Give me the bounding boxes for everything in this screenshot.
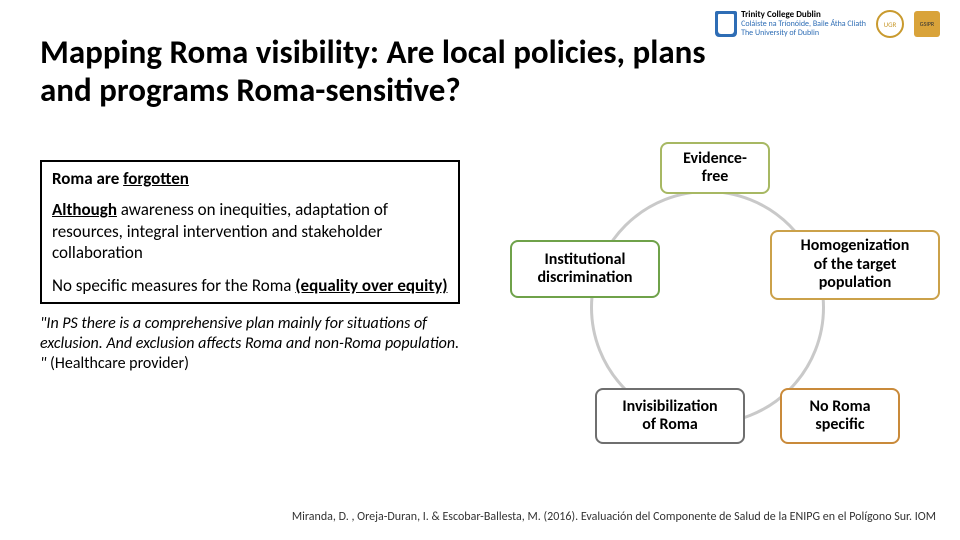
title-line1: Mapping Roma visibility: Are local polic… — [40, 34, 840, 72]
equity-line: No specific measures for the Roma (equal… — [52, 275, 448, 296]
findings-box: Roma are forgotten Although awareness on… — [40, 160, 460, 304]
forgotten-prefix: Roma are — [52, 168, 123, 189]
node-homogenization: Homogenization of the target population — [770, 230, 940, 300]
node-evidence-free: Evidence- free — [660, 142, 770, 194]
equity-phrase: (equality over equity) — [295, 275, 447, 296]
logo-granada-seal-icon: UGR — [876, 10, 904, 38]
quote-attribution: (Healthcare provider) — [50, 354, 189, 373]
although-word: Although — [52, 199, 117, 220]
node-no-roma-specific: No Roma specific — [780, 388, 900, 444]
left-column: Roma are forgotten Although awareness on… — [40, 160, 460, 374]
citation-footer: Miranda, D. , Oreja-Duran, I. & Escobar-… — [292, 510, 936, 524]
cycle-diagram: Evidence- freeInstitutional discriminati… — [480, 130, 940, 490]
although-paragraph: Although awareness on inequities, adapta… — [52, 199, 448, 263]
equity-prefix: No specific measures for the Roma — [52, 275, 295, 296]
forgotten-line: Roma are forgotten — [52, 168, 448, 189]
slide-title: Mapping Roma visibility: Are local polic… — [40, 34, 840, 110]
quote-block: "In PS there is a comprehensive plan mai… — [40, 314, 460, 374]
logo-gsipr-icon: GSIPR — [914, 11, 940, 37]
forgotten-word: forgotten — [123, 168, 189, 189]
title-line2: and programs Roma-sensitive? — [40, 72, 840, 110]
node-institutional: Institutional discrimination — [510, 240, 660, 298]
node-invisibilization: Invisibilization of Roma — [595, 388, 745, 444]
